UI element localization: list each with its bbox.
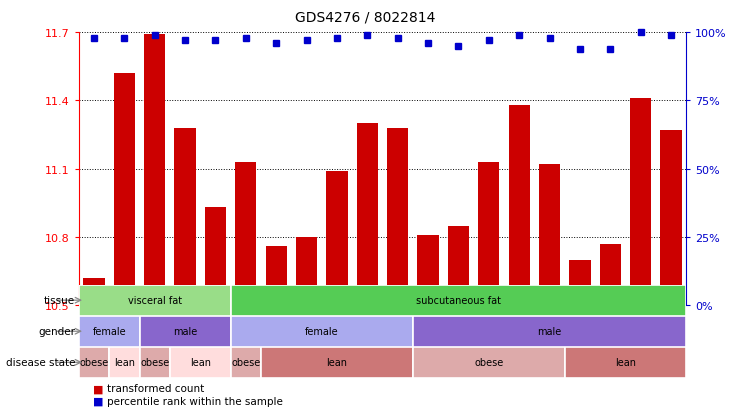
Text: ■: ■ [93,396,104,406]
Bar [357,124,378,306]
Bar [235,162,256,306]
Bar [170,347,231,378]
Bar [418,235,439,306]
Bar [599,244,621,306]
Text: male: male [173,326,197,337]
Text: tissue: tissue [44,295,75,306]
Bar [83,278,104,306]
Text: transformed count: transformed count [107,383,204,393]
Bar [231,316,413,347]
Bar [326,171,347,306]
Text: lean: lean [114,357,135,368]
Bar [79,316,139,347]
Bar [569,260,591,306]
Bar [205,208,226,306]
Bar [387,128,408,306]
Bar [661,131,682,306]
Bar [114,74,135,306]
Bar [110,347,139,378]
Text: obese: obese [474,357,504,368]
Text: lean: lean [190,357,211,368]
Bar [79,285,231,316]
Bar [630,99,651,306]
Text: female: female [93,326,126,337]
Text: visceral fat: visceral fat [128,295,182,306]
Text: obese: obese [80,357,109,368]
Bar [231,347,261,378]
Bar [231,285,686,316]
Bar [139,347,170,378]
Bar [565,347,686,378]
Bar [139,316,231,347]
Bar [261,347,413,378]
Bar [266,247,287,306]
Bar [509,106,530,306]
Text: disease state: disease state [6,357,75,368]
Text: subcutaneous fat: subcutaneous fat [416,295,501,306]
Text: gender: gender [38,326,75,337]
Text: female: female [305,326,339,337]
Bar [413,347,565,378]
Bar [174,128,196,306]
Text: obese: obese [140,357,169,368]
Bar [144,35,166,306]
Bar [79,347,110,378]
Bar [447,226,469,306]
Text: GDS4276 / 8022814: GDS4276 / 8022814 [295,10,435,24]
Text: obese: obese [231,357,261,368]
Bar [478,162,499,306]
Bar [296,237,318,306]
Bar [539,165,560,306]
Text: percentile rank within the sample: percentile rank within the sample [107,396,283,406]
Text: lean: lean [326,357,347,368]
Text: ■: ■ [93,383,104,393]
Bar [413,316,686,347]
Text: lean: lean [615,357,636,368]
Text: male: male [537,326,561,337]
